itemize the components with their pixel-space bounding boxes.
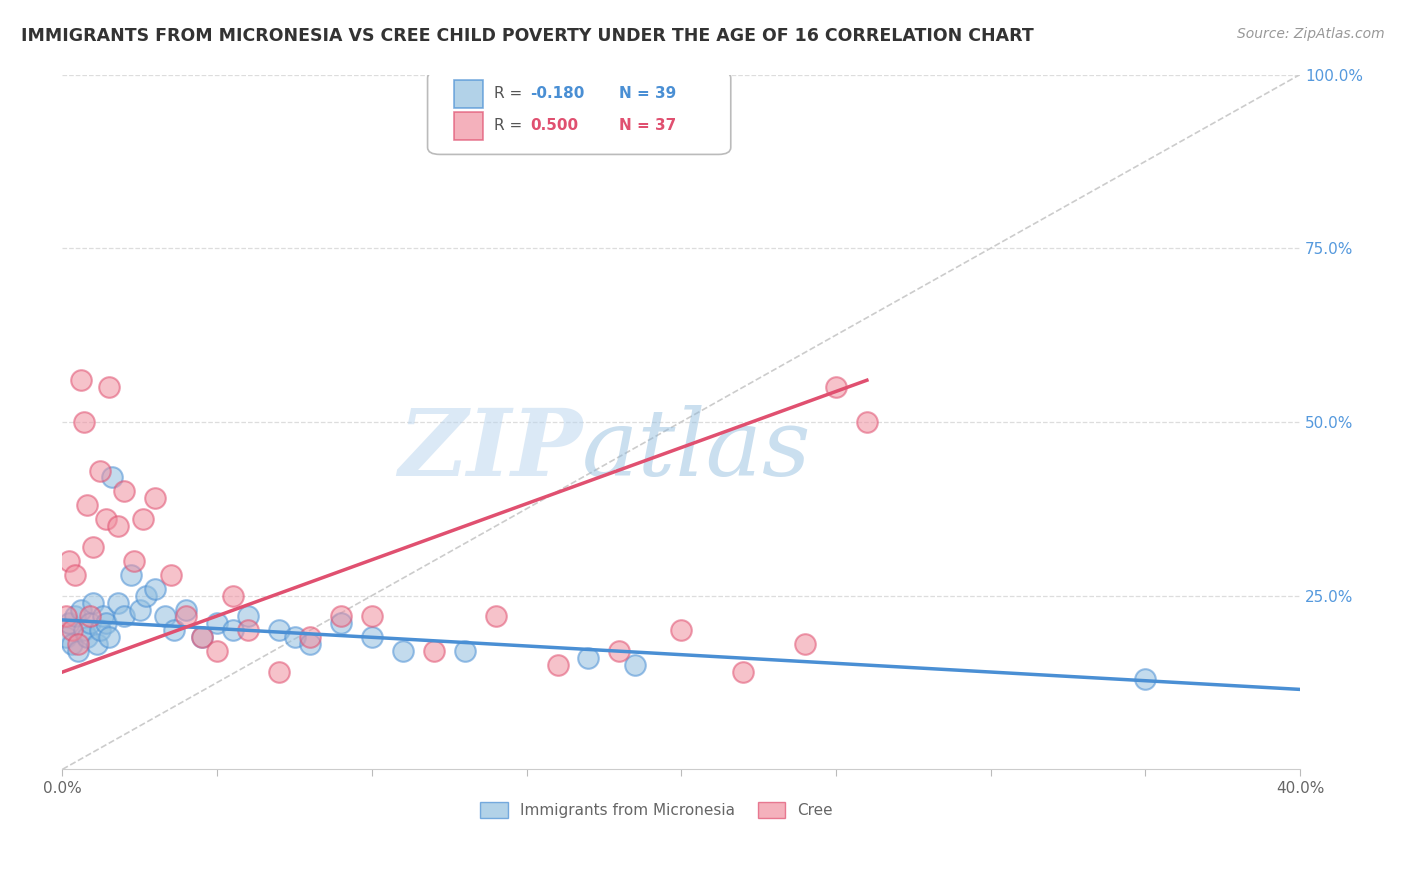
Point bbox=[143, 582, 166, 596]
Point bbox=[547, 658, 569, 673]
Point bbox=[153, 609, 176, 624]
Point bbox=[283, 630, 305, 644]
FancyBboxPatch shape bbox=[454, 112, 484, 140]
Point bbox=[609, 644, 631, 658]
Point bbox=[671, 624, 693, 638]
Point bbox=[135, 589, 157, 603]
Point bbox=[70, 602, 93, 616]
Point bbox=[267, 665, 290, 679]
Point bbox=[236, 609, 259, 624]
Point bbox=[82, 540, 104, 554]
Point bbox=[624, 658, 647, 673]
Point bbox=[55, 630, 77, 644]
Point bbox=[267, 624, 290, 638]
Text: atlas: atlas bbox=[582, 405, 811, 495]
Point bbox=[236, 624, 259, 638]
Point bbox=[70, 373, 93, 387]
Point bbox=[1135, 672, 1157, 686]
Point bbox=[73, 624, 96, 638]
Point bbox=[122, 554, 145, 568]
Point bbox=[79, 616, 101, 631]
Point bbox=[190, 630, 212, 644]
Point bbox=[132, 512, 155, 526]
Point bbox=[163, 624, 186, 638]
Point bbox=[733, 665, 755, 679]
Text: IMMIGRANTS FROM MICRONESIA VS CREE CHILD POVERTY UNDER THE AGE OF 16 CORRELATION: IMMIGRANTS FROM MICRONESIA VS CREE CHILD… bbox=[21, 27, 1033, 45]
FancyBboxPatch shape bbox=[427, 71, 731, 154]
Point bbox=[60, 637, 83, 651]
Point bbox=[221, 624, 243, 638]
Point bbox=[86, 637, 108, 651]
Point bbox=[298, 637, 321, 651]
Point bbox=[73, 415, 96, 429]
Point bbox=[101, 470, 124, 484]
Point bbox=[128, 602, 150, 616]
Point bbox=[329, 616, 352, 631]
Point bbox=[578, 651, 600, 665]
Point bbox=[112, 484, 135, 499]
Point bbox=[190, 630, 212, 644]
Point bbox=[97, 630, 120, 644]
Point bbox=[825, 380, 848, 394]
Text: Source: ZipAtlas.com: Source: ZipAtlas.com bbox=[1237, 27, 1385, 41]
Point bbox=[298, 630, 321, 644]
Point bbox=[55, 609, 77, 624]
Point bbox=[120, 567, 142, 582]
Point bbox=[329, 609, 352, 624]
Text: ZIP: ZIP bbox=[398, 405, 582, 495]
Point bbox=[66, 644, 89, 658]
Point bbox=[63, 567, 86, 582]
Point bbox=[360, 630, 382, 644]
Point bbox=[91, 609, 114, 624]
Point bbox=[360, 609, 382, 624]
Text: R =: R = bbox=[495, 87, 527, 102]
Point bbox=[112, 609, 135, 624]
Legend: Immigrants from Micronesia, Cree: Immigrants from Micronesia, Cree bbox=[474, 796, 839, 824]
Point bbox=[58, 554, 80, 568]
Point bbox=[485, 609, 508, 624]
FancyBboxPatch shape bbox=[454, 80, 484, 108]
Point bbox=[221, 589, 243, 603]
Point bbox=[107, 519, 129, 533]
Point bbox=[58, 616, 80, 631]
Point bbox=[89, 464, 111, 478]
Point bbox=[159, 567, 181, 582]
Point bbox=[174, 609, 197, 624]
Point bbox=[66, 637, 89, 651]
Point bbox=[205, 644, 228, 658]
Point bbox=[76, 498, 98, 512]
Point bbox=[82, 596, 104, 610]
Point bbox=[76, 630, 98, 644]
Text: R =: R = bbox=[495, 119, 527, 134]
Point bbox=[856, 415, 879, 429]
Point bbox=[205, 616, 228, 631]
Point bbox=[94, 512, 117, 526]
Text: N = 37: N = 37 bbox=[620, 119, 676, 134]
Point bbox=[391, 644, 413, 658]
Point bbox=[174, 602, 197, 616]
Point bbox=[60, 624, 83, 638]
Point bbox=[423, 644, 446, 658]
Point bbox=[454, 644, 477, 658]
Point bbox=[89, 624, 111, 638]
Point bbox=[79, 609, 101, 624]
Point bbox=[63, 609, 86, 624]
Point bbox=[94, 616, 117, 631]
Point bbox=[97, 380, 120, 394]
Text: -0.180: -0.180 bbox=[530, 87, 585, 102]
Text: N = 39: N = 39 bbox=[620, 87, 676, 102]
Text: 0.500: 0.500 bbox=[530, 119, 578, 134]
Point bbox=[143, 491, 166, 506]
Point bbox=[794, 637, 817, 651]
Point bbox=[107, 596, 129, 610]
